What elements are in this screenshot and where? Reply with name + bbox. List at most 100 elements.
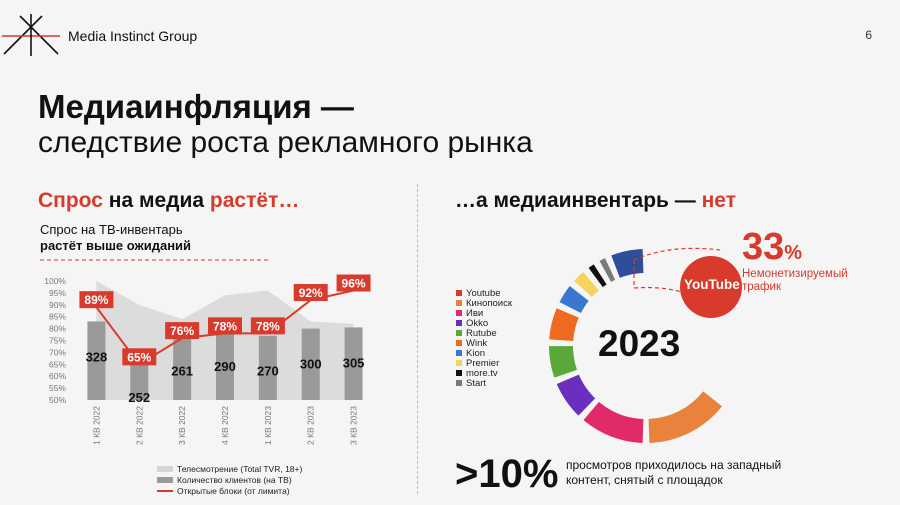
legend-dot — [456, 360, 462, 366]
chart-subtitle: Спрос на ТВ-инвентарь — [40, 222, 183, 237]
legend-item: Premier — [456, 357, 512, 369]
donut-slice — [574, 272, 599, 297]
logo-icon — [2, 14, 60, 56]
donut-chart — [549, 249, 723, 443]
open-blocks-label: 96% — [342, 277, 366, 291]
open-blocks-label-box — [122, 348, 157, 366]
legend-label: Кинопоиск — [466, 297, 513, 309]
y-tick-label: 80% — [49, 324, 66, 334]
open-blocks-label-box — [250, 317, 285, 335]
open-blocks-label: 78% — [256, 319, 280, 333]
legend-item: Youtube — [456, 287, 512, 299]
donut-slice — [599, 258, 616, 282]
donut-slice — [556, 374, 596, 416]
x-tick-label: 3 КВ 2023 — [349, 406, 359, 445]
right-heading: …а медиаинвентарь — нет — [455, 189, 736, 213]
donut-slice — [648, 391, 723, 443]
legend-item-clients: Количество клиентов (на ТВ) — [157, 474, 302, 485]
open-blocks-label-box — [165, 322, 200, 340]
page-number: 6 — [865, 28, 872, 42]
youtube-percentage-note: Немонетизируемый трафик — [742, 268, 848, 293]
y-tick-label: 65% — [49, 359, 66, 369]
legend-label: more.tv — [466, 367, 498, 379]
legend-dot — [456, 290, 462, 296]
x-tick-label: 3 КВ 2022 — [177, 406, 187, 445]
y-tick-label: 50% — [49, 395, 66, 405]
legend-item: Kion — [456, 347, 512, 359]
left-heading: Спрос на медиа растёт… — [38, 189, 299, 213]
client-bar — [130, 361, 149, 400]
legend-item: Wink — [456, 337, 512, 349]
donut-slice — [611, 249, 644, 278]
x-tick-label: 2 КВ 2023 — [306, 406, 316, 445]
legend-label: Youtube — [466, 287, 501, 299]
open-blocks-label: 76% — [170, 324, 194, 338]
client-count-label: 252 — [128, 390, 150, 405]
client-bar — [173, 335, 192, 400]
legend-swatch — [157, 465, 173, 472]
open-blocks-label: 65% — [127, 350, 151, 364]
legend-label: Иви — [466, 307, 484, 319]
western-content-share: >10% — [455, 452, 559, 496]
legend-item: Start — [456, 378, 512, 389]
legend-item: Кинопоиск — [456, 297, 513, 309]
legend-dot — [456, 340, 462, 346]
heading-part-c: растёт… — [209, 189, 300, 212]
tv-demand-chart: 100% 95% 90% 85% 80% 75%70% 65% 60% 55% 50% 328 252… — [44, 274, 371, 445]
legend-dot — [456, 300, 462, 306]
legend-dot — [456, 350, 462, 356]
donut-slice — [549, 308, 579, 342]
legend-item: Rutube — [456, 328, 512, 339]
dashed-underline — [40, 259, 270, 261]
legend-swatch — [157, 476, 173, 483]
donut-slice — [583, 401, 644, 443]
client-bar — [216, 330, 234, 400]
legend-label: Wink — [466, 337, 488, 349]
client-count-label: 328 — [86, 349, 108, 364]
western-content-note: просмотров приходилось на западный конте… — [566, 458, 782, 487]
legend-dot — [456, 380, 462, 386]
donut-center-label: 2023 — [598, 323, 681, 364]
legend-label: Premier — [466, 357, 500, 369]
legend-item-blocks: Открытые блоки (от лимита) — [157, 485, 302, 496]
open-blocks-label-box — [208, 317, 242, 335]
client-count-label: 261 — [171, 364, 193, 379]
donut-slice — [588, 264, 607, 288]
open-blocks-label: 89% — [84, 293, 108, 307]
x-tick-label: 4 КВ 2022 — [220, 406, 230, 445]
legend-swatch — [157, 489, 173, 492]
client-bar — [87, 321, 106, 400]
client-bar — [258, 335, 277, 400]
heading-part-a: Спрос — [38, 189, 103, 212]
legend-label: Открытые блоки (от лимита) — [177, 485, 290, 496]
legend-dot — [456, 310, 462, 316]
y-tick-label: 90% — [49, 300, 66, 310]
legend-dot — [456, 320, 462, 326]
legend-label: Okko — [466, 317, 489, 329]
x-tick-label: 1 КВ 2023 — [263, 406, 273, 445]
open-blocks-label: 78% — [213, 319, 237, 333]
open-blocks-label-box — [79, 291, 114, 309]
client-bar — [301, 328, 320, 400]
donut-slice — [549, 346, 578, 378]
open-blocks-label: 92% — [299, 286, 323, 300]
page-subtitle: следствие роста рекламного рынка — [38, 126, 533, 159]
callout-dashed-arc — [633, 247, 721, 293]
heading-part-b: на медиа — [102, 189, 210, 212]
legend-item-tvr: Телесмотрение (Total TVR, 18+) — [157, 463, 302, 474]
donut-slice — [559, 286, 589, 313]
youtube-percentage: 33% — [742, 226, 802, 269]
company-name: Media Instinct Group — [68, 28, 198, 44]
youtube-logo-icon: YouTube — [684, 277, 740, 292]
y-tick-label: 85% — [49, 312, 66, 322]
heading-part-b: нет — [701, 189, 736, 212]
client-count-label: 290 — [214, 359, 236, 374]
legend-dot — [456, 330, 462, 336]
legend-label: Kion — [466, 347, 486, 359]
youtube-logo-circle — [680, 256, 742, 318]
heading-part-a: …а медиаинвентарь — — [455, 189, 702, 212]
legend-item: Okko — [456, 317, 512, 329]
percentage-value: 33 — [742, 226, 785, 268]
y-tick-label: 55% — [49, 383, 66, 393]
client-count-label: 305 — [343, 355, 365, 370]
